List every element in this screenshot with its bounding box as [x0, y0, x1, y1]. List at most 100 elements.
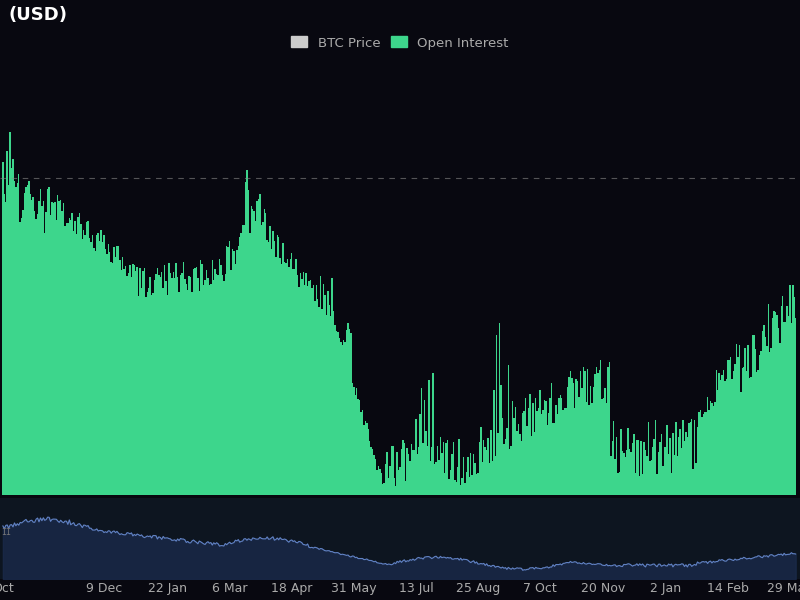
Bar	[778, 328, 779, 495]
Bar	[324, 295, 326, 495]
Bar	[582, 367, 584, 495]
Bar	[431, 446, 433, 495]
Bar	[760, 351, 762, 495]
Bar	[300, 274, 301, 495]
Bar	[222, 275, 223, 495]
Bar	[144, 268, 145, 495]
Bar	[783, 322, 785, 495]
Bar	[54, 202, 55, 495]
Bar	[318, 307, 320, 495]
Bar	[381, 473, 382, 495]
Bar	[510, 446, 512, 495]
Bar	[338, 338, 340, 495]
Bar	[366, 422, 367, 495]
Bar	[285, 263, 286, 495]
Bar	[476, 475, 478, 495]
Bar	[419, 414, 421, 495]
Text: II: II	[2, 527, 11, 536]
Bar	[737, 357, 738, 495]
Bar	[139, 268, 141, 495]
Bar	[600, 360, 602, 495]
Bar	[204, 280, 206, 495]
Bar	[430, 461, 431, 495]
Bar	[63, 203, 64, 495]
Bar	[194, 268, 196, 495]
Bar	[521, 441, 522, 495]
Bar	[625, 457, 626, 495]
Bar	[315, 285, 317, 495]
Bar	[754, 349, 756, 495]
Bar	[528, 409, 530, 495]
Bar	[99, 241, 100, 495]
Bar	[740, 392, 742, 495]
Bar	[275, 257, 277, 495]
Bar	[302, 272, 304, 495]
Bar	[30, 194, 31, 495]
Bar	[151, 295, 152, 495]
Bar	[198, 291, 200, 495]
Bar	[94, 251, 96, 495]
Bar	[146, 292, 148, 495]
Bar	[206, 270, 207, 495]
Bar	[294, 269, 295, 495]
Bar	[518, 424, 519, 495]
Bar	[505, 439, 506, 495]
Bar	[756, 372, 758, 495]
Bar	[534, 432, 535, 495]
Bar	[12, 159, 14, 495]
Bar	[350, 333, 352, 495]
Bar	[90, 242, 92, 495]
Bar	[214, 269, 216, 495]
Bar	[668, 454, 670, 495]
Bar	[480, 427, 482, 495]
Bar	[713, 406, 714, 495]
Bar	[8, 185, 10, 495]
Bar	[695, 463, 697, 495]
Bar	[320, 276, 322, 495]
Bar	[281, 264, 282, 495]
Bar	[277, 235, 278, 495]
Bar	[788, 316, 789, 495]
Bar	[786, 306, 788, 495]
Bar	[473, 454, 474, 495]
Bar	[239, 238, 241, 495]
Bar	[55, 220, 57, 495]
Bar	[110, 262, 112, 495]
Bar	[401, 449, 402, 495]
Bar	[128, 273, 130, 495]
Bar	[202, 264, 203, 495]
Bar	[634, 473, 636, 495]
Bar	[107, 244, 109, 495]
Bar	[363, 425, 365, 495]
Bar	[112, 263, 114, 495]
Bar	[609, 362, 610, 495]
Bar	[490, 430, 492, 495]
Bar	[650, 460, 652, 495]
Bar	[591, 403, 593, 495]
Bar	[782, 296, 783, 495]
Bar	[362, 410, 363, 495]
Bar	[568, 377, 570, 495]
Bar	[119, 260, 121, 495]
Bar	[706, 412, 707, 495]
Bar	[641, 442, 642, 495]
Bar	[646, 455, 648, 495]
Bar	[118, 246, 119, 495]
Bar	[178, 292, 180, 495]
Bar	[291, 253, 293, 495]
Bar	[307, 286, 308, 495]
Bar	[50, 215, 51, 495]
Bar	[645, 450, 646, 495]
Bar	[763, 325, 765, 495]
Bar	[704, 412, 706, 495]
Bar	[551, 383, 552, 495]
Bar	[434, 464, 435, 495]
Bar	[265, 212, 266, 495]
Bar	[14, 181, 15, 495]
Bar	[451, 454, 453, 495]
Bar	[106, 254, 107, 495]
Bar	[642, 473, 643, 495]
Bar	[447, 440, 448, 495]
Bar	[372, 449, 374, 495]
Bar	[589, 405, 590, 495]
